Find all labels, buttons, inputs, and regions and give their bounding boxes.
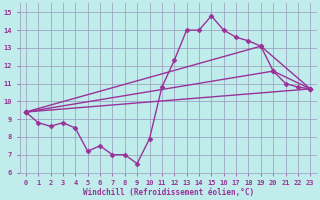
X-axis label: Windchill (Refroidissement éolien,°C): Windchill (Refroidissement éolien,°C) <box>83 188 254 197</box>
